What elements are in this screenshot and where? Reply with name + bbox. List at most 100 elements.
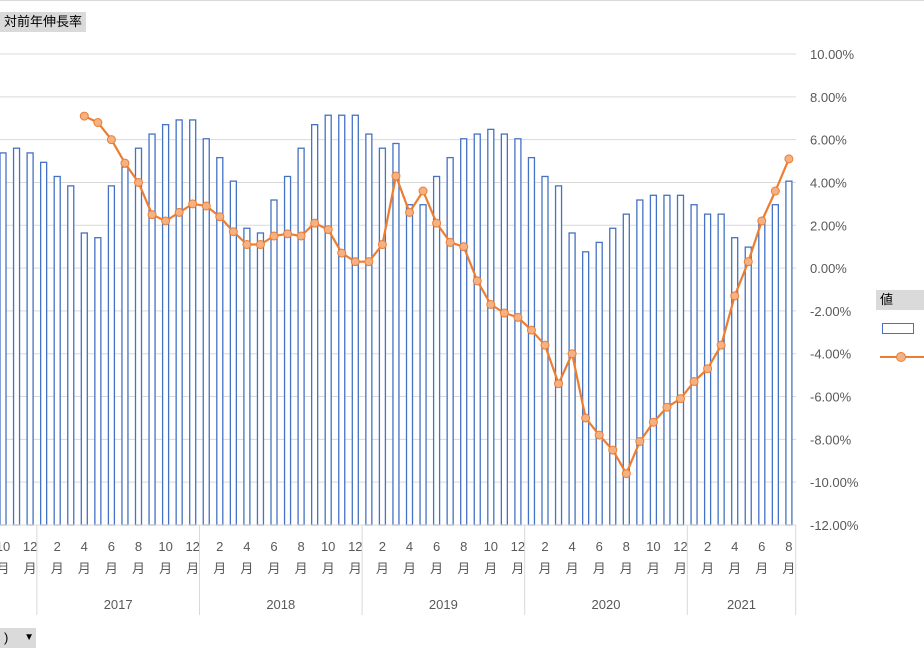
bar <box>53 175 61 526</box>
month-suffix-label: 月 <box>105 562 118 577</box>
month-suffix-label: 月 <box>159 562 172 577</box>
line-point <box>106 135 116 145</box>
line-point <box>364 257 374 267</box>
line-point <box>784 154 794 164</box>
y-tick-label: -12.00% <box>810 518 859 533</box>
month-suffix-label: 月 <box>322 562 335 577</box>
month-suffix-label: 月 <box>78 562 91 577</box>
bar <box>121 166 129 526</box>
axis-field-button[interactable]: ) ▼ <box>0 628 36 648</box>
bar <box>554 185 563 526</box>
series-field-button[interactable]: 対前年伸長率 <box>0 12 87 32</box>
y-tick-label: 0.00% <box>810 261 847 276</box>
line-series <box>79 111 794 479</box>
bar <box>663 194 671 526</box>
year-label: 2019 <box>429 597 458 612</box>
bar <box>785 180 793 526</box>
bar <box>270 199 278 526</box>
month-suffix-label: 月 <box>295 562 308 577</box>
month-suffix-label: 月 <box>403 562 416 577</box>
month-tick-label: 10 <box>646 539 660 554</box>
month-suffix-label: 月 <box>376 562 389 577</box>
y-tick-label: 10.00% <box>810 47 855 62</box>
bar <box>758 218 766 526</box>
bar <box>338 114 346 526</box>
bar <box>351 114 359 526</box>
y-tick-label: -2.00% <box>810 304 852 319</box>
line-point <box>648 417 658 427</box>
month-tick-label: 2 <box>379 539 386 554</box>
line-point <box>757 216 767 226</box>
bar <box>378 147 387 526</box>
month-tick-label: 6 <box>758 539 765 554</box>
line-point <box>79 111 89 121</box>
y-tick-label: 4.00% <box>810 175 847 190</box>
line-point <box>147 210 157 220</box>
y-tick-label: 8.00% <box>810 90 847 105</box>
bar <box>40 161 48 526</box>
legend-bar-swatch <box>882 323 914 334</box>
line-point <box>459 242 469 252</box>
month-tick-label: 2 <box>216 539 223 554</box>
bar <box>432 175 441 526</box>
line-point <box>567 349 577 359</box>
line-point <box>310 218 320 228</box>
month-tick-label: 4 <box>406 539 413 554</box>
bar <box>514 138 522 526</box>
month-tick-label: 12 <box>23 539 37 554</box>
month-suffix-label: 月 <box>782 562 795 577</box>
year-label: 2020 <box>592 597 621 612</box>
month-tick-label: 4 <box>243 539 250 554</box>
bar <box>243 227 251 526</box>
bar <box>80 232 88 526</box>
bar <box>744 246 752 526</box>
month-tick-label: 10 <box>321 539 335 554</box>
month-tick-label: 2 <box>704 539 711 554</box>
y-tick-label: -8.00% <box>810 432 852 447</box>
bar <box>446 156 454 526</box>
line-point <box>215 212 225 222</box>
line-point <box>93 118 103 128</box>
bar <box>324 114 332 526</box>
line-point <box>418 186 428 196</box>
line-point <box>703 364 713 374</box>
bar <box>148 133 156 526</box>
line-point <box>201 201 211 211</box>
line-point <box>662 402 672 412</box>
line-point <box>242 240 252 250</box>
line-point <box>377 240 387 250</box>
dropdown-arrow-icon: ▼ <box>24 632 34 643</box>
month-tick-label: 12 <box>511 539 525 554</box>
month-suffix-label: 月 <box>701 562 714 577</box>
bar <box>26 152 34 526</box>
bar <box>473 133 481 526</box>
bar <box>609 227 617 526</box>
line-point <box>120 158 130 168</box>
bar <box>12 147 21 526</box>
line-point <box>228 227 238 237</box>
chart-top-border <box>0 0 924 1</box>
month-tick-label: 6 <box>108 539 115 554</box>
y-tick-label: -10.00% <box>810 475 859 490</box>
month-tick-label: 4 <box>731 539 738 554</box>
bar <box>202 138 210 526</box>
bar <box>67 185 75 526</box>
line-point <box>554 379 564 389</box>
month-tick-label: 10 <box>158 539 172 554</box>
bar <box>676 194 685 526</box>
line-point <box>594 430 604 440</box>
bar <box>460 138 468 526</box>
line-point <box>350 257 360 267</box>
month-suffix-label: 月 <box>538 562 551 577</box>
month-tick-label: 6 <box>433 539 440 554</box>
month-tick-label: 8 <box>785 539 792 554</box>
bar <box>365 133 373 526</box>
legend-title: 値 <box>876 290 924 310</box>
bar <box>161 124 170 526</box>
line-point <box>513 312 523 322</box>
month-suffix-label: 月 <box>186 562 199 577</box>
bar <box>107 185 116 526</box>
bar <box>310 124 319 526</box>
bar <box>134 147 143 526</box>
month-tick-label: 6 <box>270 539 277 554</box>
